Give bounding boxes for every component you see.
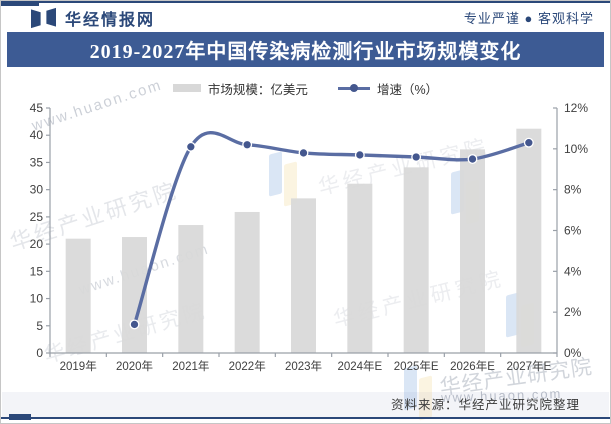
right-axis-tick-label: 4% xyxy=(564,264,582,278)
x-axis-label: 2023年 xyxy=(285,359,322,373)
legend-label-growth: 增速（%） xyxy=(376,82,439,97)
right-axis-tick-label: 6% xyxy=(564,224,582,238)
left-axis-tick-label: 35 xyxy=(30,155,44,169)
bar-2027年E xyxy=(516,128,542,353)
footer-strip xyxy=(2,392,609,417)
line-point-2026年E xyxy=(467,154,478,164)
bar-2021年 xyxy=(178,225,204,353)
top-accent-line xyxy=(1,1,610,3)
bar-swatch-icon xyxy=(172,84,201,92)
x-axis-label: 2026年E xyxy=(450,359,495,373)
line-point-2025年E xyxy=(411,152,422,162)
line-point-2021年 xyxy=(185,141,196,152)
bar-2019年 xyxy=(65,238,91,353)
bar-2023年 xyxy=(291,198,316,353)
left-axis-tick-label: 15 xyxy=(30,264,44,278)
left-axis-tick-label: 40 xyxy=(30,128,44,142)
line-point-2024年E xyxy=(354,150,365,160)
line-point-2020年 xyxy=(129,319,140,330)
legend-dot-shape xyxy=(349,83,358,92)
line-point-2027年E xyxy=(523,137,534,148)
x-axis-label: 2021年 xyxy=(172,359,209,373)
line-point-2023年 xyxy=(298,147,309,158)
line-point-2022年 xyxy=(242,139,253,150)
bottom-accent-corner xyxy=(9,414,31,420)
left-axis-tick-label: 30 xyxy=(30,183,44,197)
site-name: 华经情报网 xyxy=(65,11,156,29)
left-axis-tick-label: 20 xyxy=(30,237,44,251)
bar-2026年E xyxy=(460,149,485,353)
right-axis-tick-label: 2% xyxy=(564,305,582,319)
top-accent-corner xyxy=(1,1,39,6)
x-axis-label: 2019年 xyxy=(60,359,97,373)
bar-2024年E xyxy=(347,183,373,353)
left-axis-tick-label: 45 xyxy=(30,101,44,115)
left-axis-tick-label: 0 xyxy=(36,346,43,360)
header: 华经情报网 专业严谨 ● 客观科学 xyxy=(1,4,610,31)
legend-item-growth: 增速（%） xyxy=(337,79,439,98)
left-axis-tick-label: 10 xyxy=(30,292,44,306)
left-axis-tick-label: 5 xyxy=(36,319,43,333)
right-axis-tick-label: 10% xyxy=(564,142,588,156)
right-axis-tick-label: 0% xyxy=(564,346,582,360)
brand: 华经情报网 xyxy=(31,6,155,30)
line-dot-marker-icon xyxy=(337,83,370,93)
right-axis-tick-label: 12% xyxy=(564,101,588,115)
huajing-logo-icon xyxy=(31,7,56,28)
header-slogan: 专业严谨 ● 客观科学 xyxy=(463,11,594,26)
x-axis-label: 2024年E xyxy=(337,359,382,373)
x-axis-label: 2025年E xyxy=(394,359,439,373)
left-axis-tick-label: 25 xyxy=(30,210,44,224)
legend-label-market-size: 市场规模：亿美元 xyxy=(207,82,308,97)
source-note: 资料来源：华经产业研究院整理 xyxy=(390,398,580,412)
title-banner: 2019-2027年中国传染病检测行业市场规模变化 xyxy=(7,32,604,67)
x-axis-label: 2022年 xyxy=(229,359,266,373)
x-axis-label: 2027年E xyxy=(506,359,551,373)
bar-2022年 xyxy=(234,211,260,353)
x-axis-label: 2020年 xyxy=(116,359,153,373)
right-axis-tick-label: 8% xyxy=(564,183,582,197)
legend-item-market-size: 市场规模：亿美元 xyxy=(172,79,308,98)
chart-title: 2019-2027年中国传染病检测行业市场规模变化 xyxy=(89,41,522,63)
chart-legend: 市场规模：亿美元 增速（%） xyxy=(1,78,610,98)
bottom-accent-line xyxy=(1,417,610,419)
bar-2025年E xyxy=(403,167,429,353)
